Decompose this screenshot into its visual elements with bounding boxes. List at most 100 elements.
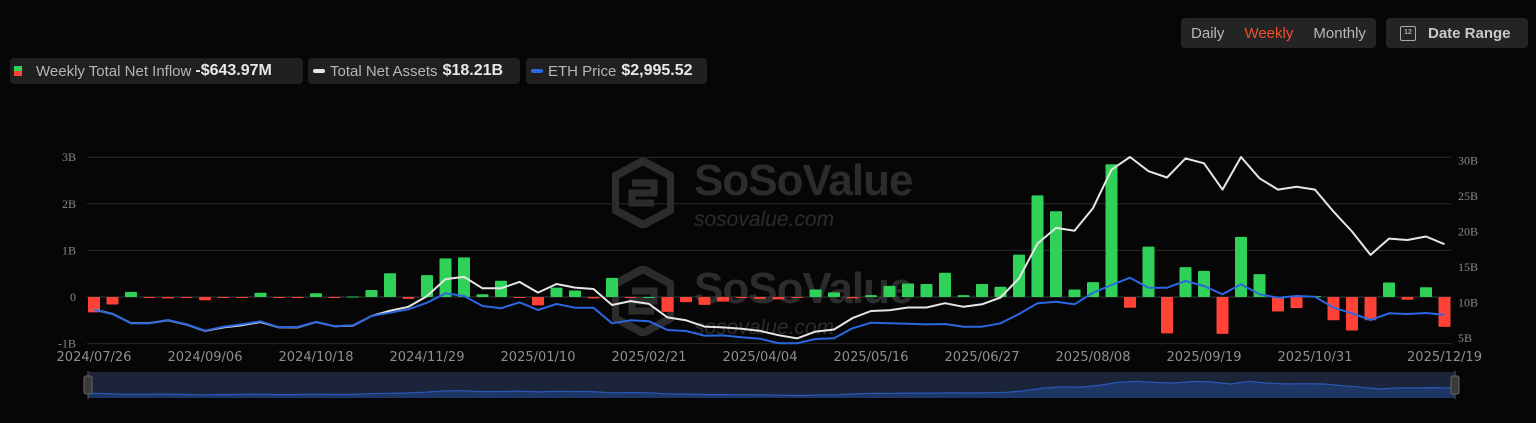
inflow-bar[interactable] — [236, 297, 248, 298]
inflow-bar[interactable] — [754, 297, 766, 299]
legend-eth[interactable]: ETH Price $2,995.52 — [526, 58, 707, 84]
inflow-bar[interactable] — [1142, 246, 1155, 297]
navigator-handle[interactable] — [83, 375, 93, 395]
inflow-bar[interactable] — [439, 258, 452, 297]
watermark-brand: SoSoValue — [694, 156, 913, 205]
granularity-weekly[interactable]: Weekly — [1244, 24, 1294, 42]
inflow-bar[interactable] — [791, 297, 803, 298]
inflow-bar[interactable] — [1401, 297, 1414, 300]
inflow-bar[interactable] — [606, 277, 618, 297]
inflow-bar[interactable] — [1216, 297, 1229, 334]
inflow-bar[interactable] — [1364, 297, 1377, 321]
y-right-tick-label: 25B — [1458, 189, 1478, 203]
inflow-bar[interactable] — [1198, 270, 1210, 297]
eth-swatch-icon — [531, 69, 543, 73]
inflow-bar[interactable] — [1383, 282, 1395, 297]
y-left-tick-label: 3B — [62, 150, 76, 164]
inflow-bar[interactable] — [1124, 297, 1136, 308]
inflow-bar[interactable] — [310, 293, 322, 297]
inflow-bar[interactable] — [125, 291, 137, 297]
inflow-bar[interactable] — [1253, 274, 1266, 297]
inflow-bar[interactable] — [1179, 267, 1192, 297]
inflow-bar[interactable] — [1050, 211, 1062, 297]
granularity-daily[interactable]: Daily — [1191, 24, 1225, 42]
inflow-bar[interactable] — [291, 297, 304, 298]
inflow-bar[interactable] — [384, 273, 396, 297]
inflow-bar[interactable] — [1438, 297, 1451, 327]
inflow-bar[interactable] — [1013, 254, 1025, 297]
inflow-bar[interactable] — [624, 297, 637, 298]
inflow-bar[interactable] — [1161, 297, 1173, 334]
inflow-bar[interactable] — [1290, 297, 1303, 309]
inflow-bar[interactable] — [347, 296, 359, 298]
x-tick-label: 2024/09/06 — [168, 350, 243, 365]
inflow-bar[interactable] — [106, 297, 119, 305]
inflow-bar[interactable] — [476, 294, 489, 297]
navigator-handle[interactable] — [1450, 375, 1460, 395]
inflow-bar[interactable] — [1105, 164, 1118, 297]
inflow-bar[interactable] — [828, 292, 840, 297]
assets-swatch-icon — [313, 69, 325, 73]
legend-inflow-label: Weekly Total Net Inflow — [36, 62, 192, 80]
y-right-tick-label: 30B — [1458, 154, 1478, 168]
inflow-bar[interactable] — [217, 297, 230, 298]
eth-price-line[interactable] — [93, 276, 1445, 345]
y-left-tick-label: 1B — [62, 243, 76, 257]
inflow-bar[interactable] — [772, 297, 785, 300]
inflow-bar[interactable] — [254, 292, 267, 297]
inflow-bar[interactable] — [902, 283, 914, 297]
inflow-bar[interactable] — [957, 295, 970, 297]
inflow-bar[interactable] — [273, 297, 285, 298]
inflow-bar[interactable] — [735, 297, 748, 298]
inflow-bar[interactable] — [1031, 195, 1044, 297]
inflow-bar[interactable] — [976, 283, 988, 297]
inflow-bar[interactable] — [569, 290, 581, 297]
inflow-swatch-icon — [14, 66, 22, 76]
inflow-bar[interactable] — [1068, 289, 1081, 297]
date-range-button[interactable]: 12 Date Range — [1386, 18, 1528, 48]
inflow-bar[interactable] — [180, 297, 193, 298]
legend-assets-value: $18.21B — [442, 62, 504, 79]
inflow-bar[interactable] — [939, 272, 951, 297]
inflow-bar[interactable] — [513, 297, 526, 298]
inflow-bar[interactable] — [421, 275, 433, 297]
inflow-bar[interactable] — [661, 297, 674, 312]
inflow-bar[interactable] — [643, 297, 655, 298]
inflow-bar[interactable] — [809, 289, 822, 297]
watermark-brand: SoSoValue — [694, 264, 913, 313]
inflow-bar[interactable] — [402, 297, 415, 299]
legend-assets-label: Total Net Assets — [330, 62, 438, 80]
inflow-bar[interactable] — [698, 297, 711, 305]
inflow-bar[interactable] — [883, 285, 896, 297]
inflow-bar[interactable] — [550, 287, 563, 297]
x-tick-label: 2025/10/31 — [1278, 350, 1353, 365]
inflow-bar[interactable] — [1420, 287, 1432, 297]
granularity-monthly[interactable]: Monthly — [1313, 24, 1366, 42]
inflow-bar[interactable] — [143, 297, 156, 298]
x-tick-label: 2025/09/19 — [1167, 350, 1242, 365]
inflow-bar[interactable] — [88, 297, 100, 313]
inflow-bar[interactable] — [846, 297, 859, 299]
inflow-bar[interactable] — [365, 290, 378, 297]
inflow-bar[interactable] — [717, 297, 729, 302]
inflow-bar[interactable] — [162, 297, 174, 299]
inflow-bar[interactable] — [587, 297, 600, 299]
inflow-bar[interactable] — [1087, 282, 1099, 297]
inflow-bar[interactable] — [1272, 297, 1284, 312]
inflow-bar[interactable] — [1235, 236, 1247, 297]
x-tick-label: 2025/12/19 — [1407, 350, 1482, 365]
legend-assets[interactable]: Total Net Assets $18.21B — [308, 58, 520, 84]
legend-inflow[interactable]: Weekly Total Net Inflow -$643.97M — [10, 58, 303, 84]
inflow-bar[interactable] — [920, 283, 933, 297]
inflow-bar[interactable] — [199, 297, 211, 301]
inflow-bar[interactable] — [532, 297, 544, 306]
date-range-label: Date Range — [1428, 24, 1511, 42]
y-right-tick-label: 20B — [1458, 225, 1478, 239]
inflow-bar[interactable] — [680, 297, 692, 303]
y-left-tick-label: 0 — [70, 290, 76, 304]
inflow-bar[interactable] — [328, 297, 341, 298]
x-tick-label: 2025/01/10 — [501, 350, 576, 365]
legend-inflow-value: -$643.97M — [195, 62, 272, 79]
inflow-bar[interactable] — [865, 295, 877, 297]
